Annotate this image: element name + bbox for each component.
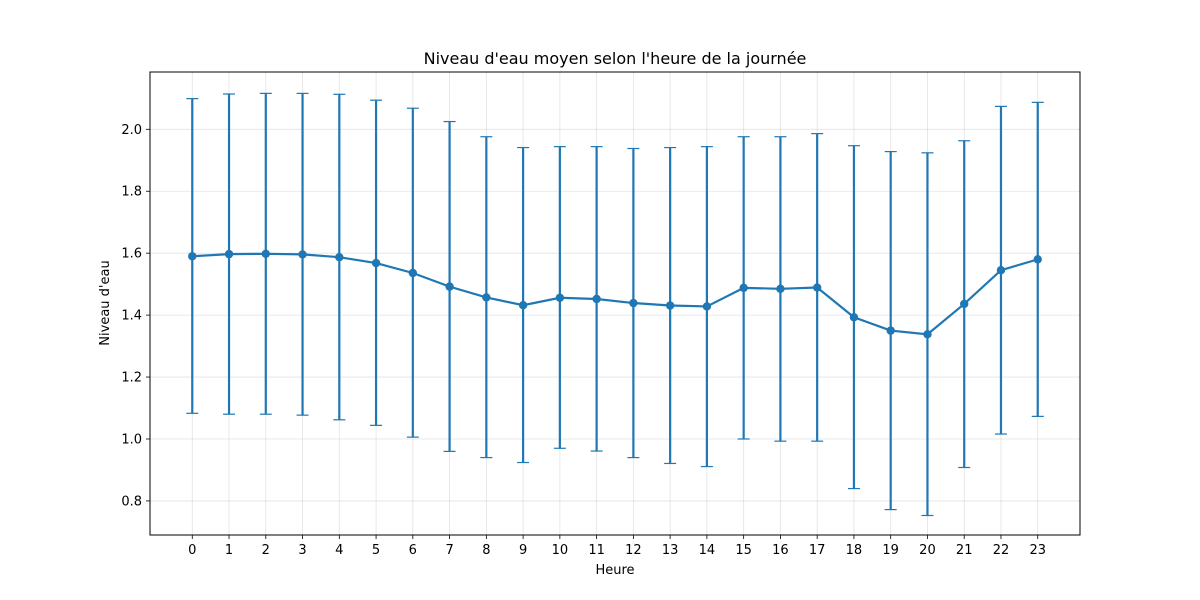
x-tick-label: 12	[625, 543, 642, 558]
y-tick-label: 1.2	[121, 371, 142, 386]
x-tick-label: 19	[882, 543, 899, 558]
x-tick-label: 14	[699, 543, 716, 558]
plot-area-frame	[149, 71, 1081, 536]
y-axis-ticks: 0.8 1.0 1.2 1.4 1.6 1.8 2.0	[121, 123, 150, 509]
data-point	[665, 301, 675, 310]
data-point	[371, 258, 381, 268]
x-tick-label: 20	[919, 543, 936, 558]
data-point	[812, 283, 822, 292]
y-tick-label: 1.6	[121, 247, 142, 262]
x-tick-label: 16	[772, 543, 789, 558]
x-axis-ticks: 0 1 2 3 4 5 6 7 8 9 10 11 12 13 14 15 16 17 18 19 20 21 22 23	[188, 535, 1046, 558]
x-tick-label: 3	[298, 543, 306, 558]
data-points	[188, 249, 1042, 339]
x-tick-label: 23	[1029, 543, 1046, 558]
x-tick-label: 11	[588, 543, 605, 558]
data-point	[445, 282, 454, 291]
x-axis-label: Heure	[595, 563, 634, 578]
y-tick-label: 1.8	[121, 185, 142, 200]
data-point	[518, 301, 528, 310]
data-point	[482, 293, 491, 302]
data-point	[298, 250, 307, 259]
data-point	[224, 249, 234, 259]
data-point	[592, 294, 601, 304]
x-tick-label: 22	[993, 543, 1010, 558]
data-point	[886, 326, 895, 335]
data-point	[702, 302, 712, 311]
data-point	[261, 249, 270, 258]
series-line	[192, 252, 1039, 336]
x-tick-label: 15	[735, 543, 752, 558]
data-point	[739, 283, 748, 293]
data-point	[996, 266, 1006, 275]
data-point	[408, 268, 418, 278]
x-tick-label: 9	[519, 543, 527, 558]
x-tick-label: 4	[335, 543, 343, 558]
x-tick-label: 2	[262, 543, 270, 558]
data-point	[629, 298, 638, 308]
data-point	[776, 284, 785, 293]
data-point	[188, 252, 197, 261]
data-point	[960, 299, 969, 309]
y-axis-label: Niveau d'eau	[98, 260, 113, 345]
x-tick-label: 7	[445, 543, 453, 558]
x-tick-label: 18	[846, 543, 863, 558]
y-tick-label: 1.0	[121, 432, 142, 447]
x-tick-label: 8	[482, 543, 490, 558]
x-tick-label: 10	[552, 543, 569, 558]
data-point	[335, 253, 344, 262]
y-tick-label: 1.4	[121, 309, 142, 324]
data-point	[849, 313, 859, 322]
x-tick-label: 5	[372, 543, 380, 558]
x-tick-label: 0	[188, 543, 196, 558]
chart-title: Niveau d'eau moyen selon l'heure de la j…	[424, 49, 807, 68]
x-tick-label: 13	[662, 543, 679, 558]
data-point	[1033, 255, 1042, 264]
x-tick-label: 1	[225, 543, 233, 558]
y-tick-label: 2.0	[121, 123, 142, 138]
y-tick-label: 0.8	[121, 494, 142, 509]
data-point	[923, 330, 932, 339]
data-point	[555, 293, 565, 302]
x-tick-label: 17	[809, 543, 826, 558]
x-tick-label: 6	[409, 543, 417, 558]
x-tick-label: 21	[956, 543, 973, 558]
